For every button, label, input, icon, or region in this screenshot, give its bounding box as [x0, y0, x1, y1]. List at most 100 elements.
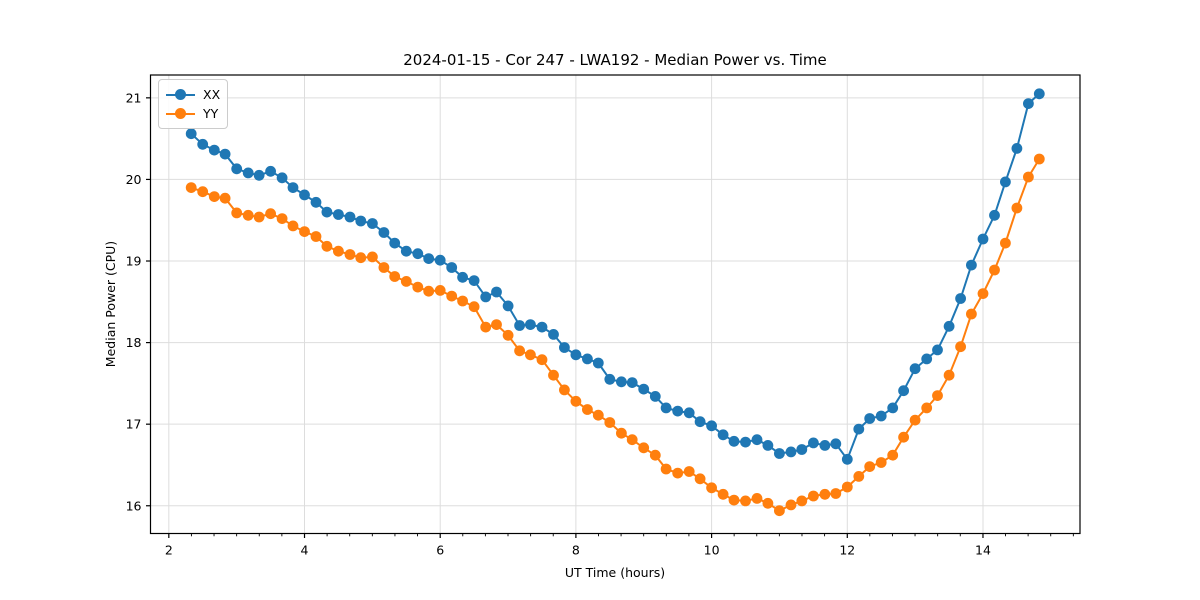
data-point — [185, 128, 197, 140]
data-point — [864, 461, 876, 472]
data-point — [706, 482, 717, 494]
data-point — [638, 383, 650, 395]
data-point — [966, 259, 977, 271]
data-point — [389, 237, 401, 249]
series-XX — [185, 88, 1045, 465]
data-point — [423, 285, 435, 297]
data-point — [626, 377, 638, 388]
data-point — [1023, 98, 1034, 109]
data-point — [898, 431, 909, 443]
x-tick-label: 12 — [839, 543, 855, 558]
series-line-YY — [190, 158, 1041, 512]
data-point — [367, 251, 378, 263]
data-point — [1000, 237, 1011, 249]
data-point — [219, 148, 231, 160]
series-line-XX — [190, 93, 1040, 462]
data-point — [1033, 153, 1045, 165]
data-point — [570, 395, 582, 407]
data-point — [649, 391, 661, 402]
data-point — [932, 344, 943, 356]
data-point — [683, 407, 695, 419]
data-point — [728, 435, 740, 447]
legend-line-sample-xx — [166, 89, 195, 100]
data-point — [536, 354, 548, 366]
data-point — [355, 252, 367, 264]
data-point — [321, 206, 333, 218]
data-point — [672, 467, 684, 479]
data-point — [321, 240, 333, 252]
data-point — [333, 209, 344, 220]
data-point — [582, 404, 593, 415]
data-point — [785, 499, 797, 511]
data-point — [457, 295, 468, 307]
data-point — [400, 276, 412, 287]
data-point — [751, 493, 763, 504]
data-point — [989, 209, 1000, 221]
data-point — [525, 319, 536, 330]
x-tick-label: 6 — [436, 543, 444, 558]
data-point — [808, 490, 819, 502]
data-point — [265, 165, 276, 177]
data-point — [480, 291, 492, 303]
data-point — [185, 182, 197, 194]
data-point — [796, 444, 808, 455]
data-point — [898, 385, 909, 397]
data-point — [208, 191, 220, 203]
data-point — [355, 215, 367, 227]
data-point — [378, 262, 390, 273]
data-point — [231, 207, 243, 219]
data-point — [480, 321, 492, 333]
x-tick-label: 10 — [704, 543, 720, 558]
data-point — [197, 138, 209, 150]
data-point — [412, 281, 424, 293]
legend: XX YY — [158, 79, 228, 129]
series-YY — [185, 153, 1045, 517]
x-tick-label: 14 — [975, 543, 991, 558]
data-point — [434, 254, 446, 266]
data-point — [649, 449, 661, 461]
legend-label-yy: YY — [203, 106, 219, 121]
data-point — [830, 488, 842, 499]
data-point — [717, 429, 729, 441]
data-point — [909, 414, 921, 426]
data-point — [694, 416, 706, 428]
data-point — [808, 437, 819, 449]
x-tick-label: 2 — [165, 543, 173, 558]
data-point — [830, 438, 842, 450]
data-point — [367, 218, 378, 229]
data-point — [536, 321, 548, 333]
data-point — [592, 409, 604, 421]
x-tick-label: 4 — [301, 543, 309, 558]
data-point — [875, 457, 887, 468]
data-point — [559, 342, 570, 353]
data-point — [548, 369, 559, 381]
data-point — [400, 245, 412, 257]
data-point — [626, 434, 638, 446]
data-point — [208, 144, 220, 156]
data-point — [219, 192, 231, 204]
legend-marker-icon — [175, 108, 186, 119]
y-tick-label: 18 — [126, 335, 142, 350]
data-point — [1011, 202, 1023, 214]
data-point — [434, 285, 446, 296]
data-point — [989, 264, 1000, 276]
data-point — [468, 275, 480, 286]
data-point — [299, 226, 310, 238]
data-point — [592, 357, 604, 369]
data-point — [231, 163, 243, 175]
data-point — [616, 376, 627, 388]
data-point — [672, 405, 684, 417]
data-point — [955, 293, 966, 304]
data-point — [491, 286, 502, 298]
data-point — [706, 420, 717, 432]
data-point — [299, 189, 310, 201]
data-point — [265, 208, 276, 220]
data-point — [660, 402, 672, 414]
data-point — [344, 249, 356, 260]
legend-entry-yy: YY — [166, 104, 219, 123]
data-point — [287, 182, 299, 194]
data-point — [966, 308, 977, 320]
data-point — [932, 390, 943, 401]
data-point — [333, 245, 344, 257]
